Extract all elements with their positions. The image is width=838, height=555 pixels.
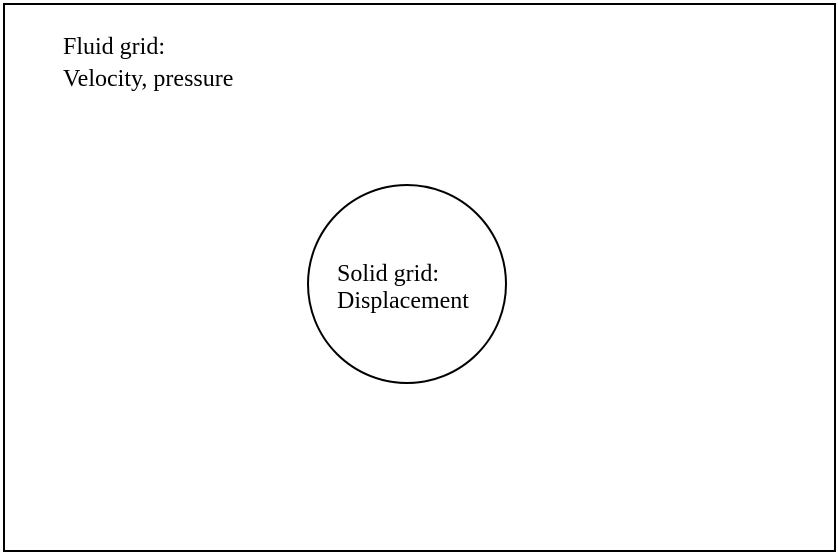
solid-domain-circle — [307, 184, 507, 384]
solid-grid-title: Solid grid: — [337, 261, 440, 287]
solid-grid-quantities: Displacement — [337, 288, 469, 314]
fluid-domain-rectangle — [3, 3, 836, 552]
fluid-grid-label: Fluid grid: Velocity, pressure — [63, 31, 233, 95]
fluid-grid-quantities: Velocity, pressure — [63, 66, 234, 92]
solid-grid-label: Solid grid: Displacement — [337, 261, 469, 315]
fluid-grid-title: Fluid grid: — [63, 34, 166, 60]
